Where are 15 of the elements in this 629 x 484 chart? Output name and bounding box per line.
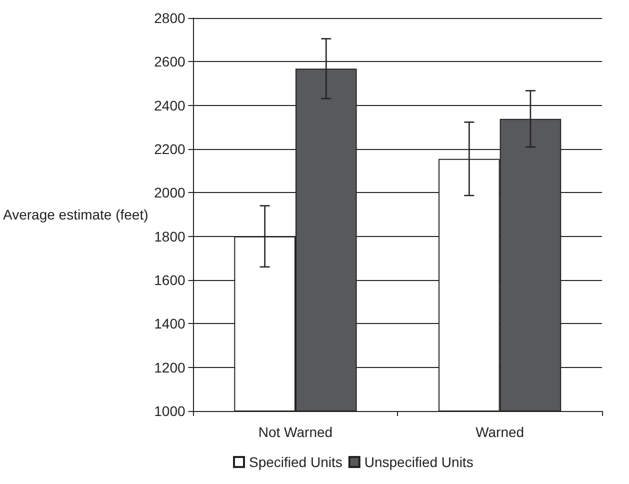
y-tick-label: 2200 — [154, 141, 186, 157]
x-tick-label: Not Warned — [258, 424, 333, 440]
y-tick-label: 1600 — [154, 272, 186, 288]
y-tick-label: 1400 — [154, 316, 186, 332]
y-tick-label: 2400 — [154, 97, 186, 114]
y-tick-label: 1800 — [154, 228, 186, 244]
y-tick-label: 1000 — [154, 403, 186, 419]
legend-label: Unspecified Units — [364, 454, 474, 470]
y-tick-label: 2800 — [154, 10, 186, 26]
x-tick-label: Warned — [476, 424, 524, 440]
y-tick-label: 2600 — [154, 54, 186, 70]
y-axis-title: Average estimate (feet) — [2, 206, 148, 222]
legend-label: Specified Units — [249, 454, 342, 470]
y-tick-label: 1200 — [154, 359, 186, 376]
y-tick-label: 2000 — [154, 184, 186, 201]
